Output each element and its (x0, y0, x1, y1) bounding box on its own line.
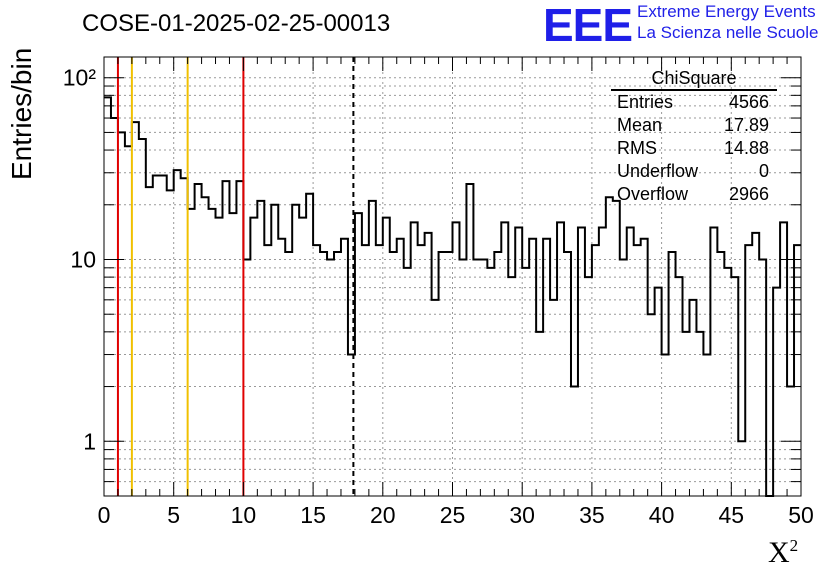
x-axis-label: X2 (768, 536, 799, 569)
y-tick-label: 10² (63, 65, 97, 91)
x-tick-label: 25 (440, 502, 466, 528)
stats-label: Overflow (617, 184, 689, 204)
x-tick-label: 0 (98, 502, 111, 528)
stats-row-mean: Mean 17.89 (611, 114, 777, 137)
stats-label: Entries (617, 92, 674, 112)
x-tick-label: 30 (509, 502, 535, 528)
x-tick-label: 20 (370, 502, 396, 528)
eee-logo: EEE (543, 0, 633, 51)
stats-row-rms: RMS 14.88 (611, 137, 777, 160)
stats-box: ChiSquare Entries 4566 Mean 17.89 RMS 14… (611, 67, 777, 206)
x-tick-label: 45 (719, 502, 745, 528)
y-tick-label: 1 (83, 428, 96, 454)
x-tick-label: 10 (231, 502, 257, 528)
x-tick-label: 5 (167, 502, 180, 528)
chart-title: COSE-01-2025-02-25-00013 (82, 10, 391, 37)
stats-value: 4566 (728, 92, 769, 112)
stats-label: Underflow (617, 161, 699, 181)
stats-value: 14.88 (723, 138, 769, 158)
stats-label: Mean (617, 115, 663, 135)
stats-value: 2966 (728, 184, 769, 204)
logo-tagline-2: La Scienza nelle Scuole (637, 23, 819, 42)
x-tick-label: 40 (649, 502, 675, 528)
x-tick-label: 15 (300, 502, 326, 528)
stats-box-title: ChiSquare (611, 67, 777, 91)
stats-value: 0 (758, 161, 769, 181)
x-tick-label: 50 (788, 502, 814, 528)
x-tick-label: 35 (579, 502, 605, 528)
stats-row-overflow: Overflow 2966 (611, 183, 777, 206)
y-axis-label: Entries/bin (6, 47, 37, 180)
stats-row-underflow: Underflow 0 (611, 160, 777, 183)
logo-tagline-1: Extreme Energy Events (637, 2, 816, 21)
stats-value: 17.89 (723, 115, 769, 135)
y-tick-label: 10 (70, 246, 96, 272)
stats-row-entries: Entries 4566 (611, 91, 777, 114)
stats-label: RMS (617, 138, 657, 158)
histogram-series (104, 96, 801, 497)
